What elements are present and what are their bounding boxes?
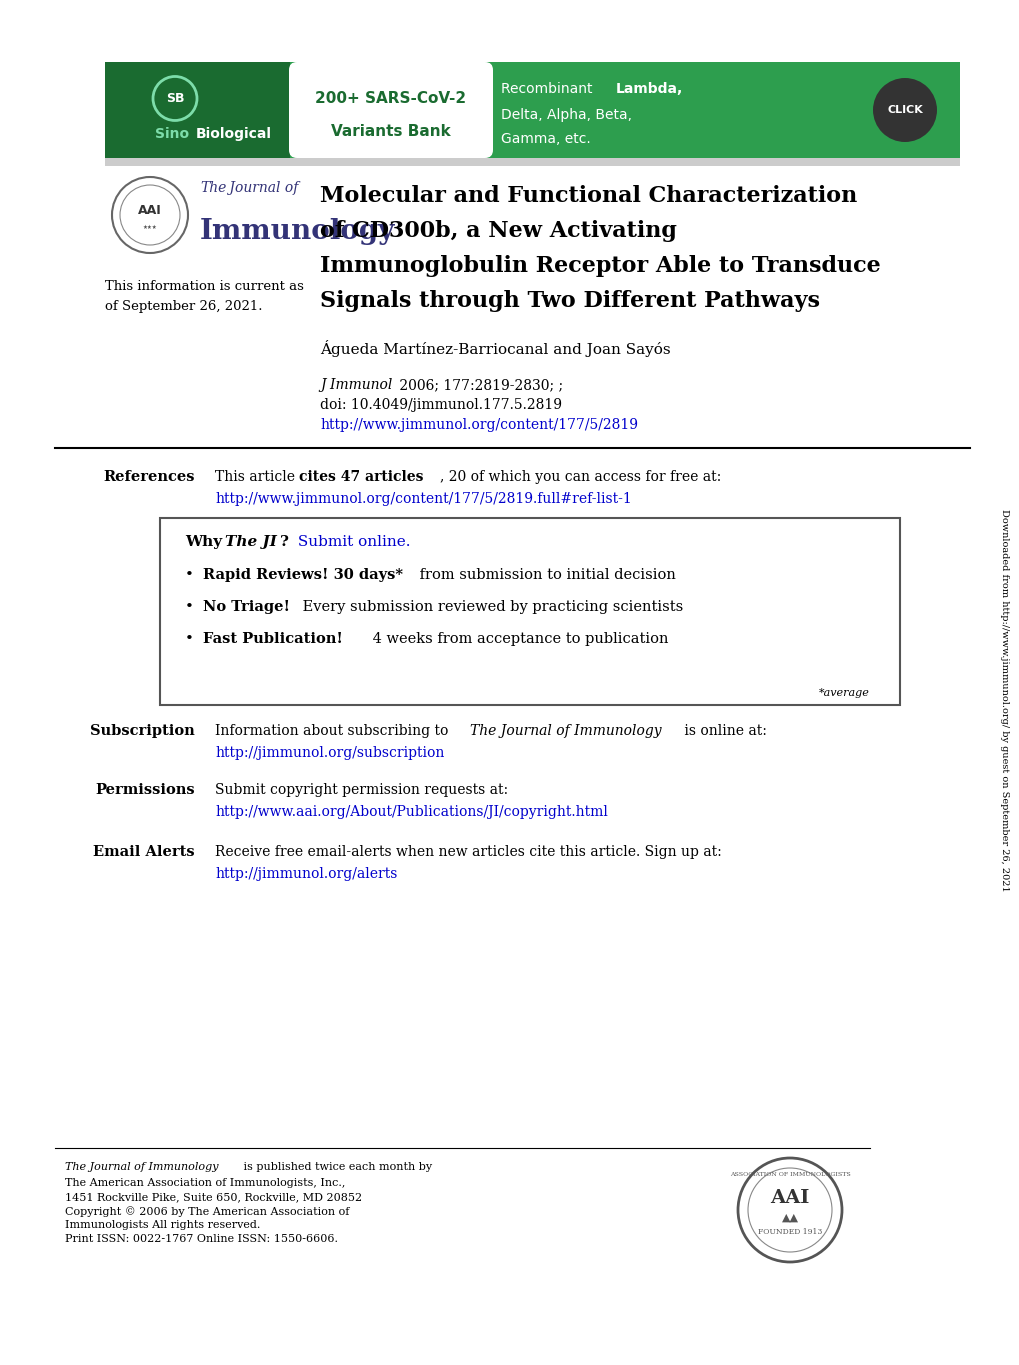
Text: Delta, Alpha, Beta,: Delta, Alpha, Beta, (500, 108, 632, 121)
Text: Immunology: Immunology (200, 218, 395, 244)
Text: Gamma, etc.: Gamma, etc. (500, 132, 590, 146)
Text: ▲▲: ▲▲ (781, 1213, 798, 1223)
Bar (105, 61, 959, 158)
Text: The American Association of Immunologists, Inc.,: The American Association of Immunologist… (65, 1178, 345, 1188)
Text: References: References (103, 470, 195, 485)
Text: The JI: The JI (225, 535, 276, 549)
Text: Lambda,: Lambda, (615, 82, 683, 96)
Text: 200+ SARS-CoV-2: 200+ SARS-CoV-2 (315, 91, 466, 106)
Text: Molecular and Functional Characterization: Molecular and Functional Characterizatio… (320, 186, 856, 207)
Text: Submit copyright permission requests at:: Submit copyright permission requests at: (215, 784, 507, 797)
Text: ASSOCIATION OF IMMUNOLOGISTS: ASSOCIATION OF IMMUNOLOGISTS (729, 1173, 850, 1178)
Text: Permissions: Permissions (96, 784, 195, 797)
Text: Fast Publication!: Fast Publication! (203, 632, 342, 646)
Text: J Immunol: J Immunol (320, 378, 392, 392)
Text: •: • (184, 632, 194, 646)
Circle shape (872, 78, 936, 142)
Text: Immunoglobulin Receptor Able to Transduce: Immunoglobulin Receptor Able to Transduc… (320, 255, 879, 277)
Text: Immunologists All rights reserved.: Immunologists All rights reserved. (65, 1220, 260, 1230)
Text: from submission to initial decision: from submission to initial decision (415, 568, 676, 581)
Text: cites 47 articles: cites 47 articles (299, 470, 423, 485)
Text: AAI: AAI (138, 203, 162, 217)
Text: •: • (184, 568, 194, 581)
Circle shape (738, 1158, 841, 1263)
Bar (105, 61, 289, 158)
Text: 4 weeks from acceptance to publication: 4 weeks from acceptance to publication (368, 632, 667, 646)
Text: http://jimmunol.org/alerts: http://jimmunol.org/alerts (215, 867, 397, 880)
Text: http://www.aai.org/About/Publications/JI/copyright.html: http://www.aai.org/About/Publications/JI… (215, 805, 607, 819)
Text: ?: ? (280, 535, 288, 549)
Text: of CD300b, a New Activating: of CD300b, a New Activating (320, 220, 677, 242)
Text: is online at:: is online at: (680, 723, 766, 738)
Text: Journal of: Journal of (225, 182, 299, 195)
Text: AAI: AAI (769, 1189, 809, 1207)
Text: Every submission reviewed by practicing scientists: Every submission reviewed by practicing … (298, 601, 683, 614)
Text: Subscription: Subscription (90, 723, 195, 738)
Circle shape (747, 1168, 832, 1252)
Text: The: The (200, 182, 226, 195)
Text: This article: This article (215, 470, 300, 485)
Text: •: • (184, 601, 194, 614)
Bar (160, 517, 899, 704)
FancyBboxPatch shape (288, 61, 492, 158)
Text: FOUNDED 1913: FOUNDED 1913 (757, 1228, 821, 1235)
Text: Recombinant: Recombinant (500, 82, 596, 96)
Text: Variants Bank: Variants Bank (331, 124, 450, 139)
Text: Signals through Two Different Pathways: Signals through Two Different Pathways (320, 289, 819, 313)
Text: Submit online.: Submit online. (292, 535, 410, 549)
Circle shape (120, 186, 179, 244)
Circle shape (112, 177, 187, 253)
Text: ★★★: ★★★ (143, 224, 157, 229)
Text: CLICK: CLICK (887, 105, 922, 115)
Text: Águeda Martínez-Barriocanal and Joan Sayós: Águeda Martínez-Barriocanal and Joan Say… (320, 340, 669, 358)
Text: , 20 of which you can access for free at:: , 20 of which you can access for free at… (439, 470, 720, 485)
Text: of September 26, 2021.: of September 26, 2021. (105, 300, 262, 313)
Text: SB: SB (165, 91, 184, 105)
Text: Print ISSN: 0022-1767 Online ISSN: 1550-6606.: Print ISSN: 0022-1767 Online ISSN: 1550-… (65, 1234, 337, 1244)
Text: Information about subscribing to: Information about subscribing to (215, 723, 452, 738)
Text: http://www.jimmunol.org/content/177/5/2819: http://www.jimmunol.org/content/177/5/28… (320, 418, 637, 431)
Text: 1451 Rockville Pike, Suite 650, Rockville, MD 20852: 1451 Rockville Pike, Suite 650, Rockvill… (65, 1192, 362, 1203)
Text: Downloaded from http://www.jimmunol.org/ by guest on September 26, 2021: Downloaded from http://www.jimmunol.org/… (1000, 509, 1009, 891)
Text: This information is current as: This information is current as (105, 280, 304, 293)
Text: Why: Why (184, 535, 227, 549)
Text: No Triage!: No Triage! (203, 601, 289, 614)
Text: is published twice each month by: is published twice each month by (239, 1162, 432, 1173)
Text: Biological: Biological (196, 127, 272, 141)
Text: http://jimmunol.org/subscription: http://jimmunol.org/subscription (215, 747, 444, 760)
Text: doi: 10.4049/jimmunol.177.5.2819: doi: 10.4049/jimmunol.177.5.2819 (320, 399, 561, 412)
Text: The Journal of Immunology: The Journal of Immunology (470, 723, 661, 738)
Bar (105, 158, 959, 167)
Text: Copyright © 2006 by The American Association of: Copyright © 2006 by The American Associa… (65, 1207, 350, 1216)
Text: *average: *average (818, 688, 869, 698)
Text: The Journal of Immunology: The Journal of Immunology (65, 1162, 218, 1173)
Text: Email Alerts: Email Alerts (94, 845, 195, 859)
Text: http://www.jimmunol.org/content/177/5/2819.full#ref-list-1: http://www.jimmunol.org/content/177/5/28… (215, 491, 631, 506)
Circle shape (153, 76, 197, 120)
Text: Rapid Reviews! 30 days*: Rapid Reviews! 30 days* (203, 568, 403, 581)
Text: Sino: Sino (155, 127, 189, 141)
Text: 2006; 177:2819-2830; ;: 2006; 177:2819-2830; ; (394, 378, 562, 392)
Text: Receive free email-alerts when new articles cite this article. Sign up at:: Receive free email-alerts when new artic… (215, 845, 721, 859)
